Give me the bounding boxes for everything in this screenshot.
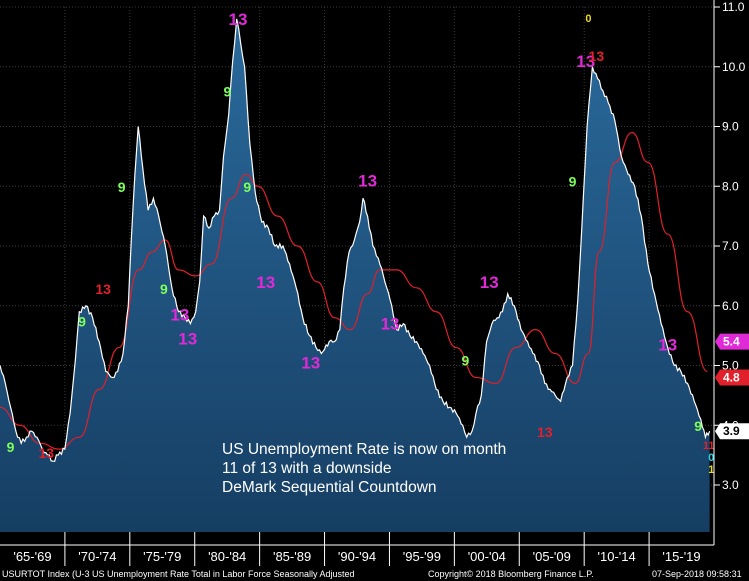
unemployment-line	[0, 18, 711, 462]
demark-count-marker: 13	[576, 52, 595, 71]
annotation-line-3: DeMark Sequential Countdown	[222, 479, 437, 496]
x-tick-label: '10-'14	[598, 549, 636, 564]
x-axis: '65-'69 '70-'74 '75-'79 '80-'84 '85-'89 '90-'…	[0, 532, 714, 566]
demark-count-marker: 13	[256, 273, 275, 292]
x-tick-label: '80-'84	[208, 549, 246, 564]
value-badge-label: 4.8	[723, 370, 740, 384]
demark-count-marker: 13	[381, 315, 400, 334]
value-badge-label: 5.4	[723, 335, 740, 349]
y-tick-label: 9.0	[722, 120, 739, 134]
y-tick-label: 7.0	[722, 239, 739, 253]
y-tick-label: 3.0	[722, 478, 739, 492]
x-tick-label: '65-'69	[13, 549, 51, 564]
x-tick-label: '85-'89	[273, 549, 311, 564]
x-tick-label: '05-'09	[533, 549, 571, 564]
demark-count-marker: 13	[358, 171, 377, 190]
demark-count-marker: 13	[589, 48, 605, 64]
demark-count-marker: 9	[243, 179, 251, 195]
value-badge-label: 3.9	[723, 424, 740, 438]
x-tick-label: '75-'79	[143, 549, 181, 564]
demark-count-marker: 13	[95, 281, 111, 297]
demark-count-marker: 13	[537, 424, 553, 440]
demark-count-marker: 13	[170, 306, 189, 325]
demark-count-marker: 9	[78, 314, 86, 330]
demark-count-marker: 1	[708, 464, 714, 476]
demark-count-marker: 9	[694, 418, 702, 434]
value-badge	[715, 423, 749, 440]
moving-average-line	[0, 131, 708, 450]
x-tick-label: '90-'94	[338, 549, 376, 564]
annotation-line-1: US Unemployment Rate is now on month	[222, 441, 506, 458]
current-value-badges: 3.9 4.8 5.4	[715, 333, 749, 440]
demark-count-marker: 13	[38, 445, 54, 461]
x-tick-label: '70-'74	[78, 549, 116, 564]
annotation-line-2: 11 of 13 with a downside	[222, 460, 391, 477]
demark-count-marker: 13	[658, 336, 677, 355]
footer-copyright: Copyright© 2018 Bloomberg Finance L.P.	[428, 569, 594, 579]
demark-count-marker: 11	[703, 440, 715, 452]
unemployment-area	[0, 18, 710, 532]
demark-count-marker: 9	[224, 84, 232, 100]
demark-count-marker: 9	[462, 353, 470, 369]
demark-count-marker: 9	[569, 173, 577, 189]
demark-count-marker: 9	[7, 439, 15, 455]
demark-count-marker: 9	[160, 281, 168, 297]
y-tick-label: 11.0	[722, 0, 745, 14]
demark-count-marker: 0	[708, 452, 714, 464]
footer-source: USURTOT Index (U-3 US Unemployment Rate …	[2, 569, 355, 579]
x-tick-label: '95-'99	[403, 549, 441, 564]
demark-count-marker: 9	[118, 179, 126, 195]
demark-count-marker: 0	[585, 13, 591, 25]
demark-count-marker: 13	[229, 10, 248, 29]
x-tick-label: '00-'04	[468, 549, 506, 564]
value-badge	[715, 369, 749, 386]
y-tick-label: 5.0	[722, 359, 739, 373]
value-badge	[715, 333, 749, 350]
x-tick-label: '15-'19	[662, 549, 700, 564]
demark-count-marker: 13	[480, 273, 499, 292]
footer-timestamp: 07-Sep-2018 09:58:31	[652, 569, 742, 579]
footer-bar	[0, 567, 749, 581]
y-tick-label: 10.0	[722, 60, 746, 74]
y-tick-label: 8.0	[722, 179, 739, 193]
y-tick-label: 6.0	[722, 299, 739, 313]
demark-count-marker: 13	[301, 353, 320, 372]
demark-count-marker: 13	[178, 330, 197, 349]
